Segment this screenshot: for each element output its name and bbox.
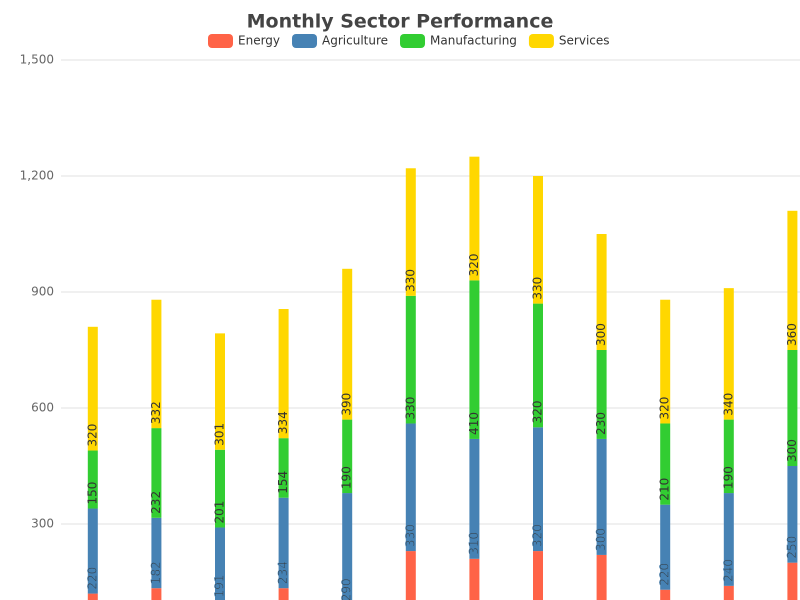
- bar-segment: [215, 449, 225, 528]
- bar-segment: [660, 423, 671, 505]
- y-tick-label: 600: [31, 401, 54, 415]
- data-label: 150: [85, 482, 99, 505]
- data-label: 360: [785, 323, 799, 346]
- data-label: 190: [721, 466, 735, 489]
- chart-title: Monthly Sector Performance: [247, 11, 554, 33]
- data-label: 300: [594, 528, 608, 551]
- bar-segment: [469, 280, 480, 439]
- data-label: 234: [276, 561, 290, 584]
- data-label: 334: [276, 411, 290, 434]
- data-label: 250: [785, 536, 799, 559]
- legend-label: Services: [559, 34, 610, 48]
- bar-segment: [405, 168, 416, 296]
- data-label: 154: [276, 471, 290, 494]
- data-label: 410: [467, 412, 481, 435]
- data-label: 301: [213, 423, 227, 446]
- legend-swatch: [292, 34, 318, 48]
- y-tick-label: 900: [31, 285, 54, 299]
- legend-swatch: [528, 34, 554, 48]
- bar-segment: [660, 589, 671, 600]
- data-label: 230: [594, 412, 608, 435]
- bar-segment: [723, 493, 734, 586]
- bar-segment: [469, 156, 480, 281]
- legend-label: Agriculture: [322, 34, 388, 48]
- data-label: 182: [149, 561, 163, 584]
- data-label: 232: [149, 491, 163, 514]
- y-tick-label: 1,500: [20, 53, 54, 67]
- bar-segment: [278, 588, 289, 600]
- bar-segment: [151, 517, 162, 589]
- data-label: 220: [658, 563, 672, 586]
- bar-segment: [342, 493, 353, 600]
- bar-segment: [787, 350, 798, 466]
- data-label: 220: [85, 567, 99, 590]
- bar-segment: [660, 299, 671, 424]
- bar-segment: [342, 268, 353, 420]
- data-label: 191: [213, 574, 227, 597]
- bar-segment: [533, 303, 543, 428]
- data-label: 330: [403, 269, 417, 292]
- bar-segment: [278, 438, 289, 498]
- data-label: 320: [658, 397, 672, 420]
- data-label: 320: [531, 400, 545, 423]
- bar-segment: [660, 504, 671, 590]
- bar-segment: [533, 551, 543, 600]
- data-label: 330: [531, 277, 545, 300]
- bar-segment: [469, 558, 480, 600]
- legend-swatch: [400, 34, 426, 48]
- data-label: 332: [149, 401, 163, 424]
- bar-segment: [151, 588, 162, 600]
- legend-label: Manufacturing: [430, 34, 517, 48]
- bar-segment: [787, 210, 798, 350]
- data-label: 240: [721, 559, 735, 582]
- data-label: 320: [467, 253, 481, 276]
- data-label: 300: [785, 439, 799, 462]
- data-label: 390: [340, 393, 354, 416]
- bar-segment: [787, 562, 798, 600]
- bar-segment: [723, 585, 734, 600]
- bar-segment: [596, 554, 607, 600]
- bar-segment: [596, 438, 607, 555]
- bar-segment: [151, 299, 162, 429]
- data-label: 290: [340, 578, 354, 600]
- bar-segment: [151, 428, 162, 518]
- data-label: 210: [658, 478, 672, 501]
- bar-segment: [405, 551, 416, 600]
- y-tick-label: 300: [31, 517, 54, 531]
- data-label: 330: [403, 524, 417, 547]
- bar-segment: [787, 466, 798, 563]
- bar-segment: [215, 527, 225, 600]
- bar-segment: [342, 419, 353, 494]
- y-tick-label: 1,200: [20, 169, 54, 183]
- bar-segment: [215, 333, 225, 450]
- bar-segment: [87, 326, 98, 451]
- data-label: 340: [721, 393, 735, 416]
- bar-segment: [596, 350, 607, 439]
- bar-segment: [87, 450, 98, 509]
- bar-segment: [87, 508, 98, 594]
- data-label: 330: [403, 397, 417, 420]
- data-label: 190: [340, 466, 354, 489]
- legend-swatch: [208, 34, 233, 48]
- bar-segment: [596, 234, 607, 350]
- bar-segment: [469, 438, 480, 559]
- bar-segment: [405, 423, 416, 552]
- data-label: 320: [531, 524, 545, 547]
- bar-segment: [723, 288, 734, 420]
- bar-segment: [278, 497, 289, 589]
- bar-segment: [87, 593, 98, 600]
- bar-segment: [723, 419, 734, 494]
- bar-segment: [405, 295, 416, 424]
- legend-label: Energy: [238, 34, 280, 48]
- bar-segment: [533, 176, 543, 304]
- bar-segment: [278, 309, 289, 439]
- data-label: 320: [85, 424, 99, 447]
- data-label: 201: [213, 501, 227, 524]
- data-label: 310: [467, 532, 481, 555]
- bar-segment: [533, 427, 543, 552]
- data-label: 300: [594, 323, 608, 346]
